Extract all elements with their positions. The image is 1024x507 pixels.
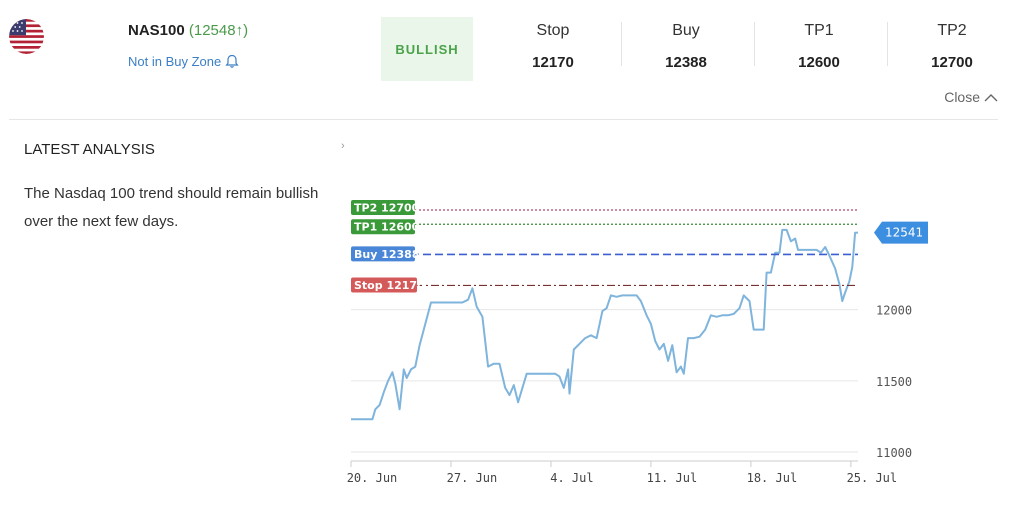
x-tick-label: 11. Jul [647, 471, 698, 485]
close-label: Close [944, 89, 980, 105]
tp1-value: 12600 [798, 54, 840, 71]
instrument-symbol: NAS100 (12548↑) [128, 22, 248, 39]
x-tick-label: 27. Jun [447, 471, 498, 485]
chevron-right-icon[interactable]: › [341, 140, 345, 152]
x-tick-label: 25. Jul [847, 471, 898, 485]
level-label-stop: Stop 12170 [351, 277, 425, 293]
bell-icon[interactable] [225, 54, 239, 69]
chevron-up-icon [984, 89, 998, 105]
x-tick-label: 18. Jul [747, 471, 798, 485]
buy-zone-label: Not in Buy Zone [128, 54, 222, 69]
stop-stat: Stop 12170 [488, 22, 618, 71]
tp2-label: TP2 [937, 22, 967, 39]
tp2-stat: TP2 12700 [887, 22, 1017, 71]
stat-divider [621, 22, 622, 66]
header-divider [9, 119, 998, 120]
last-price-label: 12541 [885, 226, 923, 240]
tp1-label: TP1 [804, 22, 834, 39]
y-tick-label: 12000 [876, 304, 912, 318]
symbol-price: (12548↑) [188, 22, 249, 39]
analysis-title: LATEST ANALYSIS [24, 141, 155, 158]
level-label-box [351, 277, 417, 293]
analysis-text: The Nasdaq 100 trend should remain bulli… [24, 185, 319, 230]
x-tick-label: 20. Jun [347, 471, 398, 485]
level-label-buy: Buy 12388 [351, 246, 419, 262]
price-series-line [351, 228, 859, 421]
stop-label: Stop [536, 22, 570, 39]
level-label-text: TP2 12700 [354, 202, 420, 215]
y-tick-label: 11500 [876, 375, 912, 389]
level-label-box [351, 200, 415, 215]
level-label-text: TP1 12600 [354, 221, 420, 234]
buy-value: 12388 [665, 54, 707, 71]
x-tick-label: 4. Jul [550, 471, 593, 485]
last-price-box [874, 221, 928, 244]
stat-divider [754, 22, 755, 66]
level-label-text: Stop 12170 [354, 279, 425, 292]
last-price-marker: 12541 [874, 221, 928, 244]
stop-value: 12170 [532, 54, 574, 71]
stat-divider [887, 22, 888, 66]
us-flag-icon [9, 19, 44, 54]
level-label-tp: TP2 12700 [351, 200, 420, 215]
level-label-text: Buy 12388 [354, 248, 419, 261]
buy-label: Buy [672, 22, 700, 39]
level-label-tp: TP1 12600 [351, 219, 420, 235]
close-button[interactable]: Close [944, 89, 998, 105]
y-tick-label: 11000 [876, 446, 912, 460]
buy-zone-status[interactable]: Not in Buy Zone [128, 54, 239, 69]
tp2-value: 12700 [931, 54, 973, 71]
level-label-box [351, 219, 415, 235]
tp1-stat: TP1 12600 [754, 22, 884, 71]
level-label-box [351, 246, 415, 262]
sentiment-badge: BULLISH [381, 17, 473, 81]
symbol-name: NAS100 [128, 22, 185, 39]
buy-stat: Buy 12388 [621, 22, 751, 71]
